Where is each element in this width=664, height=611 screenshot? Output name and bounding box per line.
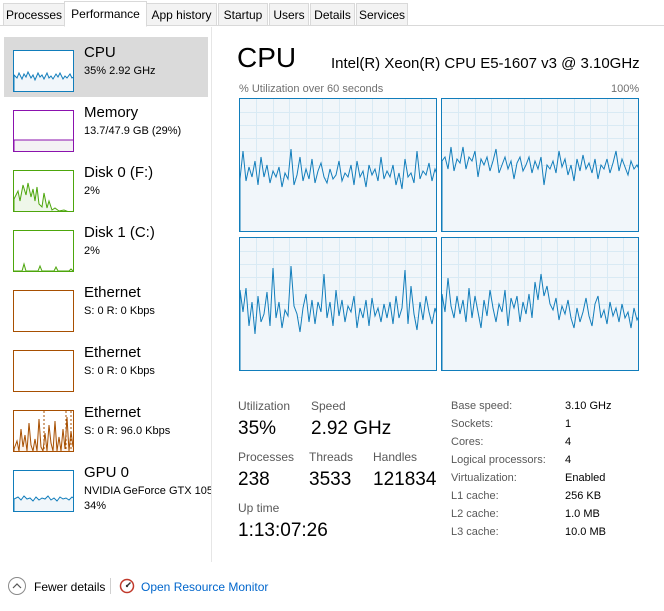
spec-label: Sockets: xyxy=(451,418,494,430)
sidebar-item-memory[interactable]: Memory 13.7/47.9 GB (29%) xyxy=(4,97,208,157)
sidebar-item-subtitle: 2% xyxy=(84,245,100,257)
sidebar-item-subtitle: NVIDIA GeForce GTX 1050 xyxy=(84,485,212,497)
spec-label: Base speed: xyxy=(451,400,513,412)
memory-thumbnail-graph xyxy=(13,110,74,152)
core-graph-2 xyxy=(239,237,437,371)
sidebar-item-ethernet-2[interactable]: Ethernet S: 0 R: 0 Kbps xyxy=(4,337,208,397)
tab-startup[interactable]: Startup xyxy=(218,3,268,26)
spec-value: 1.0 MB xyxy=(565,508,600,520)
spec-label: L3 cache: xyxy=(451,526,499,538)
spec-label: L2 cache: xyxy=(451,508,499,520)
cpu-model-name: Intel(R) Xeon(R) CPU E5-1607 v3 @ 3.10GH… xyxy=(331,55,640,72)
sidebar-divider xyxy=(211,27,212,562)
sidebar-item-title: Ethernet xyxy=(84,404,141,421)
tab-services[interactable]: Services xyxy=(356,3,408,26)
sidebar-item-disk-1[interactable]: Disk 1 (C:) 2% xyxy=(4,217,208,277)
spec-value: 1 xyxy=(565,418,572,430)
spec-value: 3.10 GHz xyxy=(565,400,612,412)
spec-value: 256 KB xyxy=(565,490,602,502)
tab-bar: Processes Performance App history Startu… xyxy=(0,0,664,27)
spec-value: 4 xyxy=(565,454,572,466)
sidebar-item-title: GPU 0 xyxy=(84,464,130,481)
sidebar-item-ethernet-1[interactable]: Ethernet S: 0 R: 0 Kbps xyxy=(4,277,208,337)
ethernet-2-thumbnail-graph xyxy=(13,350,74,392)
ethernet-1-thumbnail-graph xyxy=(13,290,74,332)
uptime-value: 1:13:07:26 xyxy=(238,520,328,541)
handles-value: 121834 xyxy=(373,469,437,490)
sidebar-item-title: Memory xyxy=(84,104,139,121)
sidebar-item-subtitle: 2% xyxy=(84,185,100,197)
ethernet-3-thumbnail-graph xyxy=(13,410,74,452)
graph-max-label: 100% xyxy=(611,83,640,95)
open-resource-monitor-link[interactable]: Open Resource Monitor xyxy=(141,580,269,594)
spec-value: Enabled xyxy=(565,472,606,484)
sidebar-item-title: Ethernet xyxy=(84,284,141,301)
gpu-0-thumbnail-graph xyxy=(13,470,74,512)
threads-label: Threads xyxy=(309,450,354,464)
fewer-details-button[interactable]: Fewer details xyxy=(34,580,106,594)
sidebar-item-title: CPU xyxy=(84,44,116,61)
uptime-label: Up time xyxy=(238,501,280,515)
sidebar-item-subtitle: 13.7/47.9 GB (29%) xyxy=(84,125,182,137)
footer: Fewer details Open Resource Monitor xyxy=(0,568,664,611)
spec-value: 4 xyxy=(565,436,572,448)
processes-label: Processes xyxy=(238,450,295,464)
threads-value: 3533 xyxy=(309,469,352,490)
tab-performance[interactable]: Performance xyxy=(64,1,147,27)
sidebar-item-cpu[interactable]: CPU 35% 2.92 GHz xyxy=(4,37,208,97)
sidebar-item-subtitle: S: 0 R: 96.0 Kbps xyxy=(84,425,171,437)
tab-app-history[interactable]: App history xyxy=(146,3,217,26)
sidebar-item-title: Ethernet xyxy=(84,344,141,361)
sidebar-item-gpu-0[interactable]: GPU 0 NVIDIA GeForce GTX 1050 34% xyxy=(4,457,212,517)
tab-processes[interactable]: Processes xyxy=(3,3,65,26)
sidebar-item-subtitle: 35% 2.92 GHz xyxy=(84,65,156,77)
cpu-thumbnail-graph xyxy=(13,50,74,92)
spec-value: 10.0 MB xyxy=(565,526,606,538)
chevron-up-icon[interactable] xyxy=(8,577,26,595)
sidebar-item-title: Disk 1 (C:) xyxy=(84,224,155,241)
tab-details[interactable]: Details xyxy=(310,3,355,26)
footer-divider xyxy=(110,578,111,594)
handles-label: Handles xyxy=(373,450,418,464)
tab-users[interactable]: Users xyxy=(269,3,309,26)
resource-monitor-icon[interactable] xyxy=(119,578,135,594)
core-graph-0 xyxy=(239,98,437,232)
graph-caption: % Utilization over 60 seconds xyxy=(239,83,384,95)
spec-label: Logical processors: xyxy=(451,454,546,466)
page-title: CPU xyxy=(237,42,297,73)
spec-label: L1 cache: xyxy=(451,490,499,502)
sidebar-item-subtitle: S: 0 R: 0 Kbps xyxy=(84,365,155,377)
disk-0-thumbnail-graph xyxy=(13,170,74,212)
utilization-label: Utilization xyxy=(238,399,291,413)
sidebar-item-ethernet-3[interactable]: Ethernet S: 0 R: 96.0 Kbps xyxy=(4,397,208,457)
speed-value: 2.92 GHz xyxy=(311,418,392,439)
speed-label: Speed xyxy=(311,399,346,413)
sidebar-item-subtitle-2: 34% xyxy=(84,500,107,512)
processes-value: 238 xyxy=(238,469,270,490)
core-graph-3 xyxy=(441,237,639,371)
spec-label: Virtualization: xyxy=(451,472,517,484)
resource-sidebar: CPU 35% 2.92 GHz Memory 13.7/47.9 GB (29… xyxy=(0,27,212,562)
disk-1-thumbnail-graph xyxy=(13,230,74,272)
core-graph-1 xyxy=(441,98,639,232)
sidebar-item-disk-0[interactable]: Disk 0 (F:) 2% xyxy=(4,157,208,217)
utilization-value: 35% xyxy=(238,418,277,439)
sidebar-item-subtitle: S: 0 R: 0 Kbps xyxy=(84,305,155,317)
spec-label: Cores: xyxy=(451,436,484,448)
sidebar-item-title: Disk 0 (F:) xyxy=(84,164,154,181)
